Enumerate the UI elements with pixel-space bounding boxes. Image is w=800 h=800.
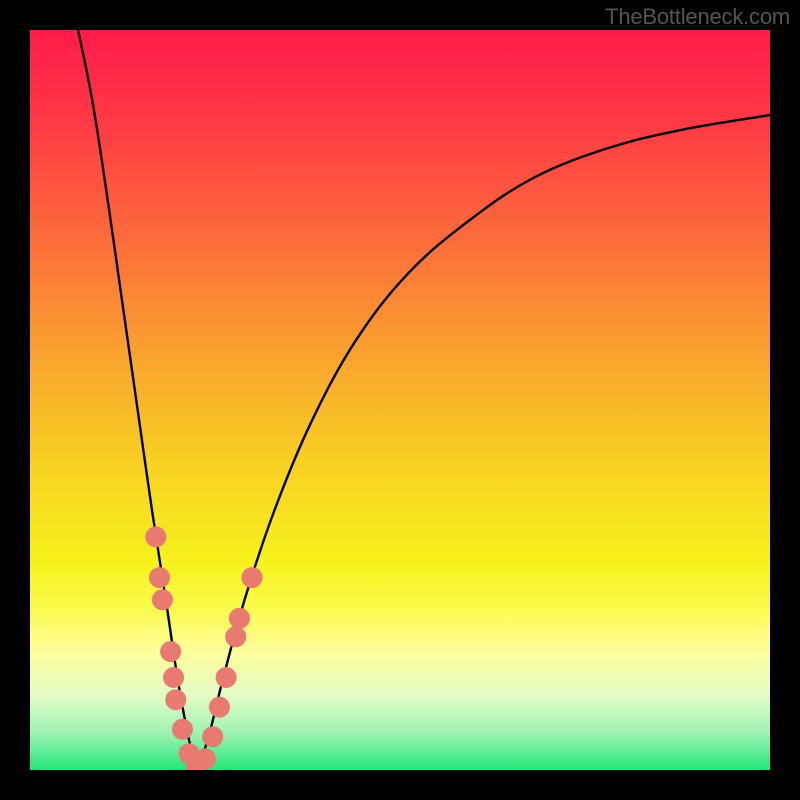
data-marker xyxy=(209,697,229,717)
chart-root: TheBottleneck.com xyxy=(0,0,800,800)
watermark-text: TheBottleneck.com xyxy=(605,4,790,30)
data-marker xyxy=(226,627,246,647)
curve-right-branch xyxy=(197,115,771,768)
data-marker xyxy=(172,719,192,739)
plot-area xyxy=(30,30,770,770)
data-marker xyxy=(195,749,215,769)
data-marker xyxy=(229,608,249,628)
data-marker xyxy=(166,690,186,710)
data-marker xyxy=(216,668,236,688)
chart-svg xyxy=(30,30,770,770)
data-marker xyxy=(161,642,181,662)
data-marker xyxy=(203,727,223,747)
data-marker xyxy=(152,590,172,610)
data-marker xyxy=(150,568,170,588)
marker-group xyxy=(146,527,262,777)
data-marker xyxy=(164,668,184,688)
data-marker xyxy=(242,568,262,588)
data-marker xyxy=(146,527,166,547)
